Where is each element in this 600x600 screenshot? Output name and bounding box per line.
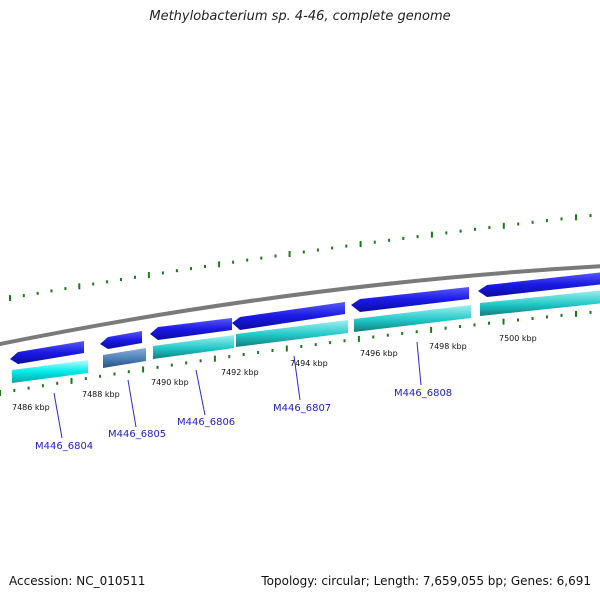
genome-summary-text: Topology: circular; Length: 7,659,055 bp… [261,574,591,588]
gene-label[interactable]: M446_6804 [35,441,93,452]
scale-label: 7488 kbp [82,390,120,399]
scale-label: 7498 kbp [429,342,467,351]
leader-line [195,369,206,416]
accession-text: Accession: NC_010511 [9,574,146,588]
leader-line [127,379,137,428]
genome-backbone [0,264,600,347]
gene-label[interactable]: M446_6808 [394,388,452,399]
gene-label[interactable]: M446_6807 [273,403,331,414]
gene-arrow-forward [10,341,84,364]
scale-label: 7494 kbp [290,359,328,368]
gene-arrow-forward [150,318,232,340]
gene-arrow-forward [100,331,142,349]
gene-label[interactable]: M446_6805 [108,429,166,440]
scale-label: 7490 kbp [151,378,189,387]
gene-block-reverse [236,320,348,347]
scale-label: 7500 kbp [499,334,537,343]
scale-label: 7492 kbp [221,368,259,377]
leader-line [416,341,422,386]
gene-block-reverse [480,290,600,316]
scale-label: 7486 kbp [12,403,50,412]
leader-line [53,392,63,439]
gene-arrow-forward [232,302,345,330]
forward-strand-track [10,272,600,364]
gene-block-rna [12,360,88,383]
map-title: Methylobacterium sp. 4-46, complete geno… [149,9,451,24]
gene-block-reverse [354,305,471,332]
inner-tick-marks [0,310,592,396]
gene-block-pseudo [103,348,146,368]
gene-arrow-forward [351,287,469,312]
leader-line [293,355,301,401]
gene-arrow-forward [478,272,600,297]
scale-labels: 7486 kbp 7488 kbp 7490 kbp 7492 kbp 7494… [12,334,537,412]
gene-labels: M446_6804 M446_6805 M446_6806 M446_6807 … [35,388,452,452]
gene-label-leaders [53,341,422,439]
gene-label[interactable]: M446_6806 [177,417,235,428]
gene-block-reverse [153,335,234,359]
outer-tick-marks [9,214,592,301]
reverse-strand-track [12,290,600,383]
scale-label: 7496 kbp [360,349,398,358]
